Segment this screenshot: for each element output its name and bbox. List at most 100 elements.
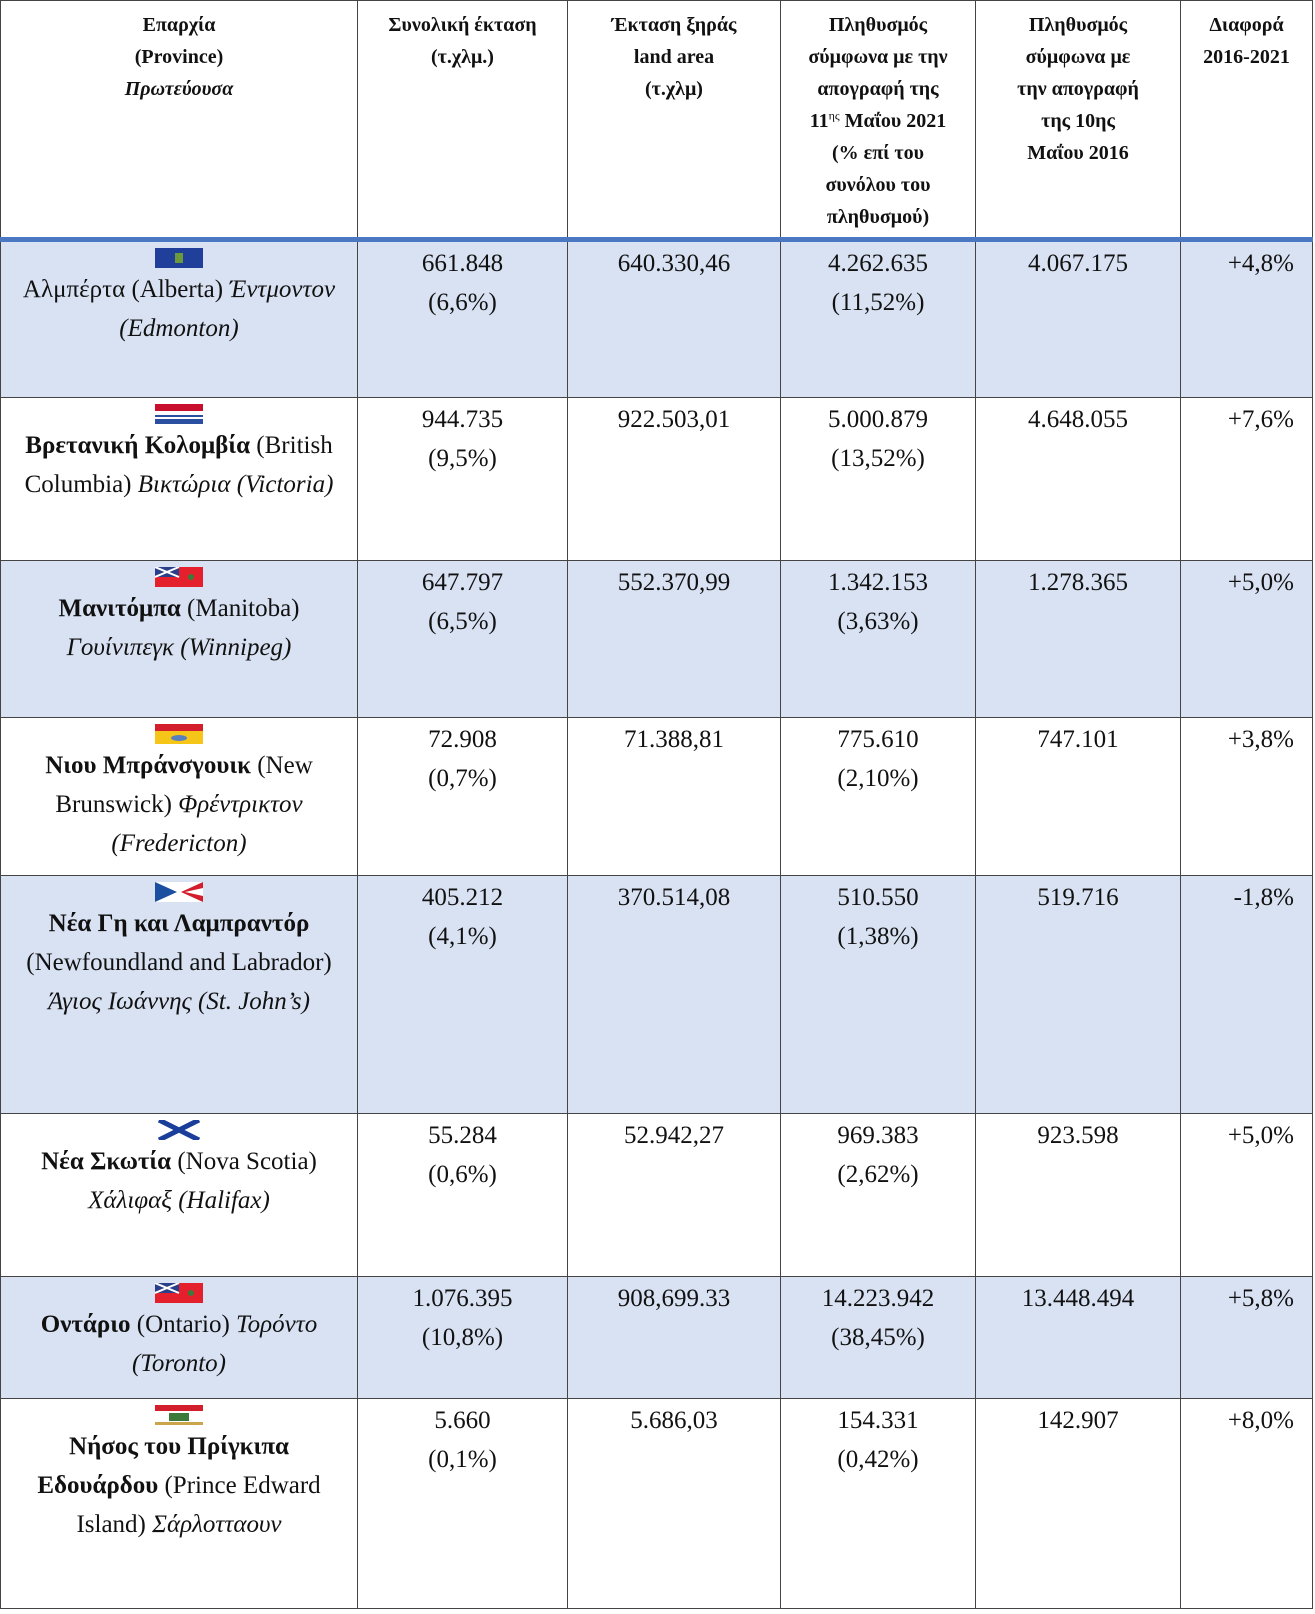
total-area-pct: (0,7%): [428, 765, 497, 792]
pop-2016-cell: 747.101: [975, 717, 1181, 876]
land-area-cell: 5.686,03: [567, 1398, 781, 1609]
province-row: Νέα Σκωτία (Nova Scotia) Χάλιφαξ (Halifa…: [0, 1113, 1313, 1277]
flag-icon: [155, 567, 203, 587]
total-area-cell: 647.797 (6,5%): [357, 560, 568, 718]
header-line: Έκταση ξηράς: [611, 14, 737, 36]
pop-2021: 775.610: [837, 726, 919, 753]
province-name-en: (Newfoundland and Labrador): [26, 949, 332, 976]
pop-2016: 4.648.055: [1028, 406, 1128, 433]
header-line: πληθυσμού): [826, 206, 930, 228]
change-cell: +5,0%: [1180, 560, 1313, 718]
header-line: 11ης Μαΐου 2021: [787, 105, 969, 137]
pop-2021-cell: 1.342.153 (3,63%): [780, 560, 976, 718]
total-area-pct: (9,5%): [428, 445, 497, 472]
pop-2016: 4.067.175: [1028, 250, 1128, 277]
header-line: Διαφορά: [1209, 14, 1284, 36]
header-cell: Επαρχία (Province) Πρωτεύουσα: [0, 0, 358, 242]
province-cell: Νιου Μπράνσγουικ (New Brunswick) Φρέντρι…: [0, 717, 358, 876]
pop-2021-cell: 14.223.942 (38,45%): [780, 1276, 976, 1399]
pop-2021-pct: (1,38%): [837, 923, 919, 950]
total-area-cell: 405.212 (4,1%): [357, 875, 568, 1114]
pop-2021-cell: 510.550 (1,38%): [780, 875, 976, 1114]
pop-2016-cell: 4.648.055: [975, 397, 1181, 561]
header-cell: Πληθυσμός σύμφωνα με την απογραφή της 11ης …: [780, 0, 976, 242]
land-area-cell: 640.330,46: [567, 239, 781, 398]
province-row: Μανιτόμπα (Manitoba) Γουίνιπεγκ (Winnipe…: [0, 560, 1313, 718]
total-area-cell: 1.076.395 (10,8%): [357, 1276, 568, 1399]
province-cell: Νέα Γη και Λαμπραντόρ (Newfoundland and …: [0, 875, 358, 1114]
header-line: (% επί του: [832, 142, 924, 164]
capital: Γουίνιπεγκ (Winnipeg): [66, 634, 292, 661]
province-cell: Βρετανική Κολομβία (British Columbia) Βι…: [0, 397, 358, 561]
pop-2021-pct: (11,52%): [831, 289, 925, 316]
pop-2021: 5.000.879: [828, 406, 928, 433]
total-area-cell: 55.284 (0,6%): [357, 1113, 568, 1277]
total-area-cell: 5.660 (0,1%): [357, 1398, 568, 1609]
province-name-en: (Manitoba): [187, 595, 300, 622]
province-name-en: (Alberta): [131, 276, 224, 303]
total-area: 944.735: [421, 406, 504, 433]
province-name: Οντάριο: [40, 1311, 131, 1338]
pop-2016-cell: 1.278.365: [975, 560, 1181, 718]
total-area-pct: (6,6%): [428, 289, 497, 316]
header-line: (Province): [134, 46, 224, 68]
change-cell: +7,6%: [1180, 397, 1313, 561]
total-area: 647.797: [421, 569, 504, 596]
header-line: την απογραφή: [1017, 78, 1139, 100]
province-cell: Αλμπέρτα (Alberta) Έντμοντον (Edmonton): [0, 239, 358, 398]
capital: Τορόντο (Toronto): [131, 1311, 318, 1377]
province-cell: Μανιτόμπα (Manitoba) Γουίνιπεγκ (Winnipe…: [0, 560, 358, 718]
land-area-cell: 552.370,99: [567, 560, 781, 718]
total-area-cell: 661.848 (6,6%): [357, 239, 568, 398]
capital: Φρέντρικτον (Fredericton): [111, 791, 303, 857]
change-cell: +3,8%: [1180, 717, 1313, 876]
header-cell: Συνολική έκταση (τ.χλμ.): [357, 0, 568, 242]
province-cell: Οντάριο (Ontario) Τορόντο (Toronto): [0, 1276, 358, 1399]
change: -1,8%: [1233, 884, 1294, 911]
pop-2021-cell: 4.262.635 (11,52%): [780, 239, 976, 398]
land-area: 5.686,03: [630, 1407, 718, 1434]
capital: Σάρλοτταουν: [152, 1511, 282, 1538]
pop-2021-pct: (0,42%): [837, 1446, 919, 1473]
header-line: (τ.χλμ.): [431, 46, 494, 68]
province-name: Βρετανική Κολομβία: [25, 432, 251, 459]
total-area-cell: 944.735 (9,5%): [357, 397, 568, 561]
pop-2021-pct: (13,52%): [831, 445, 925, 472]
total-area-pct: (6,5%): [428, 608, 497, 635]
header-text: 11: [809, 110, 829, 132]
pop-2016: 142.907: [1037, 1407, 1119, 1434]
header-line: Πληθυσμός: [1028, 14, 1128, 36]
header-text: Μαΐου 2021: [839, 110, 947, 132]
pop-2021-pct: (3,63%): [837, 608, 919, 635]
pop-2021-cell: 969.383 (2,62%): [780, 1113, 976, 1277]
pop-2021-pct: (2,10%): [837, 765, 919, 792]
total-area: 72.908: [428, 726, 497, 753]
change: +5,8%: [1227, 1285, 1294, 1312]
total-area: 405.212: [421, 884, 504, 911]
total-area: 661.848: [421, 250, 504, 277]
change: +5,0%: [1227, 1122, 1294, 1149]
capital: Άγιος Ιωάννης (St. John’s): [48, 988, 310, 1015]
flag-icon: [155, 404, 203, 424]
change: +3,8%: [1227, 726, 1294, 753]
total-area-pct: (10,8%): [421, 1324, 504, 1351]
province-name: Αλμπέρτα: [22, 276, 126, 303]
land-area-cell: 52.942,27: [567, 1113, 781, 1277]
land-area-cell: 71.388,81: [567, 717, 781, 876]
province-name: Νέα Γη και Λαμπραντόρ: [48, 910, 310, 937]
change-cell: +8,0%: [1180, 1398, 1313, 1609]
province-name: Νιου Μπράνσγουικ: [45, 752, 251, 779]
pop-2021-cell: 5.000.879 (13,52%): [780, 397, 976, 561]
header-line: Πρωτεύουσα: [124, 78, 234, 100]
total-area-cell: 72.908 (0,7%): [357, 717, 568, 876]
land-area: 370.514,08: [617, 884, 731, 911]
pop-2016: 13.448.494: [1021, 1285, 1135, 1312]
land-area: 552.370,99: [617, 569, 731, 596]
flag-icon: [155, 1283, 203, 1303]
pop-2016-cell: 923.598: [975, 1113, 1181, 1277]
change: +7,6%: [1227, 406, 1294, 433]
pop-2016: 747.101: [1037, 726, 1119, 753]
province-cell: Νήσος του Πρίγκιπα Εδουάρδου (Prince Edw…: [0, 1398, 358, 1609]
change: +8,0%: [1227, 1407, 1294, 1434]
